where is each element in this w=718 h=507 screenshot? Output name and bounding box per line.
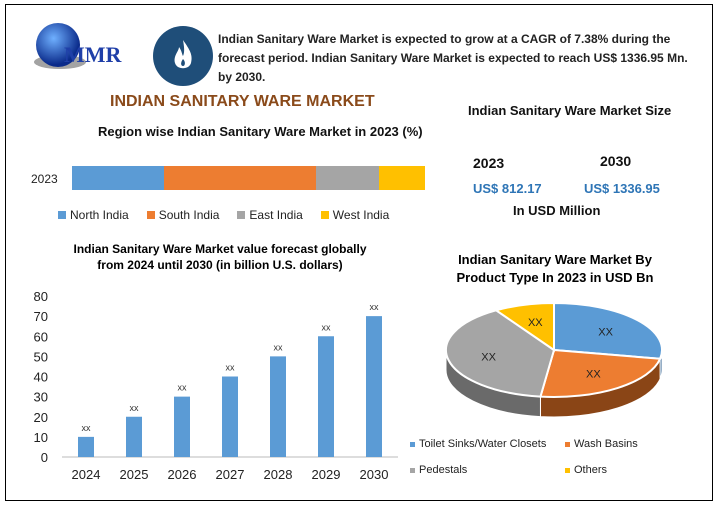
bar-2024: [78, 436, 94, 457]
pie-legend: Toilet Sinks/Water Closets Wash Basins P…: [410, 438, 675, 476]
data-label: xx: [178, 383, 188, 393]
y-tick-label: 50: [34, 349, 48, 364]
flame-icon: [174, 40, 192, 69]
legend-label: East India: [249, 208, 303, 222]
product-pie-chart: XX XX XX XX: [445, 301, 663, 418]
data-label: xx: [322, 322, 332, 332]
y-tick-label: 40: [34, 370, 48, 385]
forecast-bar-chart: 01020304050607080xx2024xx2025xx2026xx202…: [34, 289, 398, 482]
pie-slice-others: [493, 301, 555, 352]
legend-south-india: South India: [146, 208, 220, 222]
logo-text: MMR: [64, 42, 122, 67]
region-category-label: 2023: [31, 172, 58, 186]
legend-label: Others: [574, 464, 608, 476]
legend-label: North India: [70, 208, 129, 222]
y-tick-label: 10: [34, 430, 48, 445]
data-label: xx: [82, 423, 92, 433]
frame-border: [5, 4, 713, 501]
bar-2030: [366, 316, 382, 457]
legend-east-india: East India: [237, 208, 303, 222]
y-tick-label: 30: [34, 390, 48, 405]
bar-2029: [318, 336, 334, 457]
x-tick-label: 2024: [72, 467, 101, 482]
pie-data-label: XX: [586, 369, 601, 381]
pie-slice-toilet-sinks-water-closets: [553, 301, 663, 360]
pie-data-label: XX: [598, 326, 613, 338]
bar-2025: [126, 416, 142, 457]
segment-north-india: [72, 166, 164, 190]
data-label: xx: [274, 342, 284, 352]
bar-2028: [270, 356, 286, 457]
mmr-logo: [34, 23, 86, 69]
globe-icon: [36, 23, 80, 67]
x-tick-label: 2027: [216, 467, 245, 482]
pie-data-label: XX: [481, 351, 496, 363]
segment-east-india: [315, 166, 380, 190]
x-tick-label: 2026: [168, 467, 197, 482]
forecast-chart-title: Indian Sanitary Ware Market value foreca…: [73, 242, 367, 272]
legend-north-india: North India: [58, 208, 129, 222]
y-tick-label: 80: [34, 289, 48, 304]
pie-chart-title: Indian Sanitary Ware Market By Product T…: [456, 252, 654, 285]
legend-label: South India: [158, 208, 220, 222]
region-legend: North India South India East India West …: [58, 208, 389, 222]
legend-label: Wash Basins: [574, 438, 638, 450]
flame-badge: [153, 26, 213, 86]
x-tick-label: 2025: [120, 467, 149, 482]
data-label: xx: [130, 403, 140, 413]
main-title: INDIAN SANITARY WARE MARKET: [110, 93, 375, 110]
data-label: xx: [226, 363, 236, 373]
pie-slice-wash-basins: [539, 348, 662, 398]
year-2023: 2023: [473, 155, 505, 171]
legend-wash-basins: Wash Basins: [565, 438, 675, 450]
legend-toilet-sinks: Toilet Sinks/Water Closets: [410, 438, 565, 450]
data-label: xx: [370, 302, 380, 312]
region-stacked-bar: [72, 166, 425, 190]
legend-pedestals: Pedestals: [410, 464, 565, 476]
bar-2026: [174, 396, 190, 457]
value-2030: US$ 1336.95: [584, 181, 660, 196]
x-tick-label: 2028: [264, 467, 293, 482]
bar-2027: [222, 376, 238, 457]
y-tick-label: 70: [34, 309, 48, 324]
legend-others: Others: [565, 464, 675, 476]
year-2030: 2030: [600, 153, 632, 169]
value-2023: US$ 812.17: [473, 181, 542, 196]
y-tick-label: 0: [41, 450, 48, 465]
legend-label: West India: [332, 208, 390, 222]
y-tick-label: 60: [34, 329, 48, 344]
x-tick-label: 2030: [360, 467, 389, 482]
legend-label: Toilet Sinks/Water Closets: [419, 438, 547, 450]
legend-label: Pedestals: [419, 464, 468, 476]
summary-text: Indian Sanitary Ware Market is expected …: [218, 32, 688, 84]
segment-south-india: [163, 166, 316, 190]
x-tick-label: 2029: [312, 467, 341, 482]
pie-data-label: XX: [528, 317, 543, 329]
y-tick-label: 20: [34, 410, 48, 425]
region-chart-title: Region wise Indian Sanitary Ware Market …: [98, 124, 423, 139]
legend-west-india: West India: [320, 208, 390, 222]
unit-label: In USD Million: [513, 203, 601, 218]
segment-west-india: [379, 166, 425, 190]
market-size-title: Indian Sanitary Ware Market Size: [468, 103, 672, 118]
